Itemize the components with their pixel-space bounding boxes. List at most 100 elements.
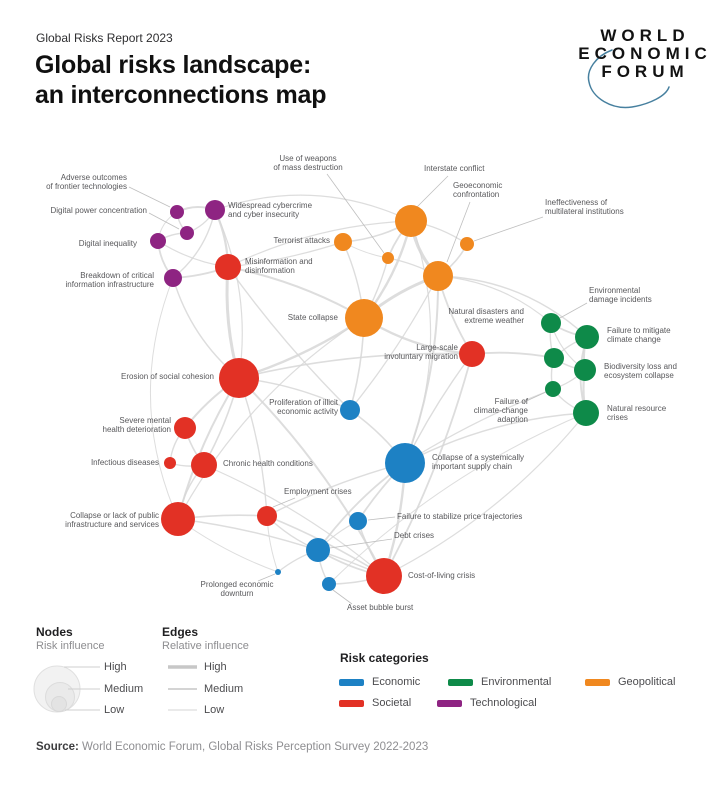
leader-fca bbox=[521, 391, 547, 404]
node-label-costliv: Cost-of-living crisis bbox=[408, 571, 476, 580]
node-fca bbox=[545, 381, 561, 397]
legend-nodes-subtitle: Risk influence bbox=[36, 640, 105, 652]
node-inf bbox=[164, 457, 176, 469]
node-geo bbox=[423, 261, 453, 291]
category-environmental-label: Environmental bbox=[481, 676, 552, 688]
source-text: World Economic Forum, Global Risks Perce… bbox=[78, 741, 429, 753]
node-label-diq: Digital inequality bbox=[78, 239, 137, 248]
risk-categories-title: Risk categories bbox=[340, 651, 429, 665]
edge-nrc-costliv bbox=[383, 412, 587, 577]
node-label-adv: Adverse outcomes of frontier technologies bbox=[46, 173, 127, 191]
node-label-wmd: Use of weapons of mass destruction bbox=[273, 154, 343, 172]
node-dpc bbox=[180, 226, 194, 240]
category-societal: Societal bbox=[339, 697, 411, 709]
node-label-terr: Terrorist attacks bbox=[273, 236, 330, 245]
node-label-debt: Debt crises bbox=[394, 531, 435, 540]
page-title-line1: Global risks landscape: bbox=[35, 51, 312, 79]
category-economic: Economic bbox=[339, 676, 420, 688]
node-label-chc: Chronic health conditions bbox=[223, 459, 313, 468]
leader-ab bbox=[332, 589, 353, 605]
geopolitical-swatch-icon bbox=[585, 678, 610, 686]
source-label: Source: bbox=[36, 741, 79, 753]
edge-nrc-supply bbox=[404, 412, 587, 464]
node-label-cyb: Widespread cybercrime and cyber insecurit… bbox=[228, 201, 313, 219]
page-title-line2: an interconnections map bbox=[35, 81, 327, 109]
node-label-env: Environmental damage incidents bbox=[589, 286, 652, 304]
node-label-infra: Collapse or lack of public infrastructure… bbox=[65, 511, 159, 529]
wef-logo-swoosh-icon bbox=[587, 49, 670, 109]
edge-geo-supply bbox=[404, 275, 440, 464]
legend-edges-title: Edges bbox=[162, 625, 199, 639]
node-ped bbox=[275, 569, 281, 575]
node-label-bio: Biodiversity loss and ecosystem collapse bbox=[604, 362, 677, 380]
category-geopolitical-label: Geopolitical bbox=[618, 676, 676, 688]
edge-sc-esc bbox=[237, 316, 366, 380]
node-wmd bbox=[382, 252, 394, 264]
category-technological-label: Technological bbox=[470, 697, 537, 709]
page-title: Global risks landscape: an interconnecti… bbox=[35, 50, 326, 110]
node-label-ab: Asset bubble burst bbox=[347, 603, 414, 612]
report-label: Global Risks Report 2023 bbox=[36, 31, 173, 45]
wef-logo-line3: FORUM bbox=[601, 62, 689, 81]
node-label-prolif: Proliferation of illicit economic activit… bbox=[269, 398, 338, 416]
node-emp bbox=[257, 506, 277, 526]
node-label-emp: Employment crises bbox=[284, 487, 352, 496]
category-economic-label: Economic bbox=[372, 676, 421, 688]
node-label-ineff: Ineffectiveness of multilateral instituti… bbox=[545, 198, 624, 216]
node-nrc bbox=[573, 400, 599, 426]
edge-sc-infra bbox=[177, 317, 365, 520]
leader-emp bbox=[272, 497, 296, 508]
edge-cyb-esc bbox=[214, 209, 243, 379]
node-costliv bbox=[366, 558, 402, 594]
leader-ped bbox=[257, 573, 276, 582]
node-label-esc: Erosion of social cohesion bbox=[121, 372, 214, 381]
node-ab bbox=[322, 577, 336, 591]
legend-node-medium: Medium bbox=[104, 683, 144, 695]
wef-logo: WORLD ECONOMIC FORUM bbox=[563, 27, 720, 81]
legend-nodes-title: Nodes bbox=[36, 625, 73, 639]
node-label-fca: Failure of climate-change adaption bbox=[473, 397, 528, 424]
edge-mig-esc bbox=[238, 352, 473, 379]
node-label-inf: Infectious diseases bbox=[90, 458, 159, 467]
node-label-geo: Geoeconomic confrontation bbox=[453, 181, 503, 199]
leader-geo bbox=[446, 201, 471, 263]
node-mis bbox=[215, 254, 241, 280]
edge-cyb-isc bbox=[214, 194, 412, 222]
edge-mis-prolif bbox=[227, 266, 351, 411]
legend-edge-high: High bbox=[204, 661, 227, 673]
node-esc bbox=[219, 358, 259, 398]
edge-esc-emp bbox=[238, 377, 268, 517]
node-bci bbox=[164, 269, 182, 287]
node-supply bbox=[385, 443, 425, 483]
category-technological: Technological bbox=[437, 697, 537, 709]
node-prolif bbox=[340, 400, 360, 420]
node-label-isc: Interstate conflict bbox=[424, 164, 485, 173]
node-isc bbox=[395, 205, 427, 237]
node-nd bbox=[544, 348, 564, 368]
legend-edges-subtitle: Relative influence bbox=[162, 640, 249, 652]
node-fm bbox=[575, 325, 599, 349]
node-chc bbox=[191, 452, 217, 478]
leader-wmd bbox=[326, 173, 385, 254]
legend-node-low: Low bbox=[104, 704, 125, 716]
node-label-fsp: Failure to stabilize price trajectories bbox=[397, 512, 523, 521]
node-ineff bbox=[460, 237, 474, 251]
edge-prolif-geo bbox=[349, 275, 439, 411]
node-infra bbox=[161, 502, 195, 536]
node-fsp bbox=[349, 512, 367, 530]
category-environmental: Environmental bbox=[448, 676, 551, 688]
node-terr bbox=[334, 233, 352, 251]
environmental-swatch-icon bbox=[448, 678, 473, 686]
category-societal-label: Societal bbox=[372, 697, 412, 709]
wef-logo-line1: WORLD bbox=[600, 26, 690, 45]
node-label-sc: State collapse bbox=[287, 313, 338, 322]
technological-swatch-icon bbox=[437, 699, 462, 707]
leader-dpc bbox=[148, 212, 180, 230]
edge-costliv-infra bbox=[177, 518, 385, 577]
node-diq bbox=[150, 233, 166, 249]
leader-ineff bbox=[473, 216, 544, 242]
economic-swatch-icon bbox=[339, 678, 364, 686]
node-label-fm: Failure to mitigate climate change bbox=[607, 326, 671, 344]
category-geopolitical: Geopolitical bbox=[585, 676, 675, 688]
